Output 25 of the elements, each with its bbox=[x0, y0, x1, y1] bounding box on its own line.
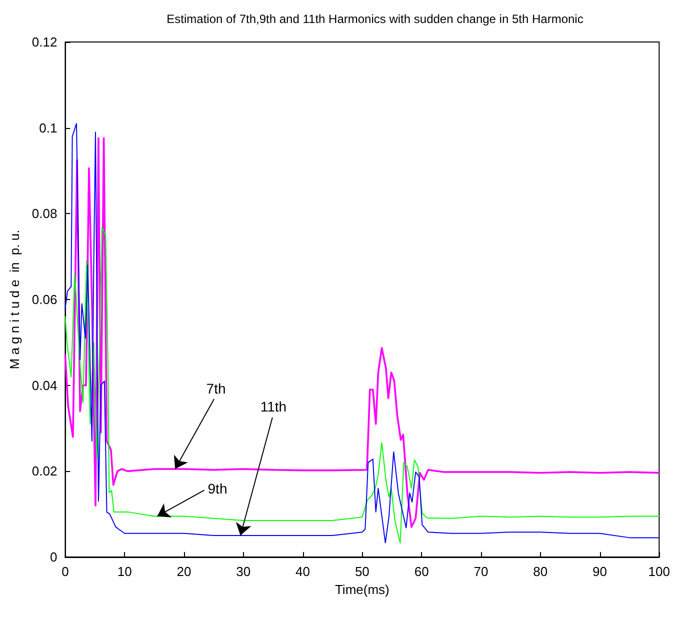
x-tick-label: 90 bbox=[592, 564, 607, 579]
annotation: 7th bbox=[206, 380, 226, 397]
y-tick-label: 0.02 bbox=[32, 464, 58, 479]
line-series bbox=[64, 226, 660, 544]
x-tick-label: 20 bbox=[176, 564, 192, 579]
x-tick-label: 100 bbox=[648, 564, 670, 579]
x-tick-label: 60 bbox=[414, 564, 429, 579]
x-tick-label: 10 bbox=[117, 564, 132, 579]
x-tick-label: 50 bbox=[354, 564, 370, 579]
x-tick-label: 40 bbox=[296, 564, 310, 579]
y-axis-title: M a g n i t u d e in p. u. bbox=[7, 230, 22, 370]
x-tick-label: 0 bbox=[62, 564, 69, 579]
y-tick-label: 0.08 bbox=[32, 206, 58, 222]
annotation: 11th bbox=[260, 398, 287, 415]
y-tick-label: 0.1 bbox=[39, 120, 58, 136]
y-tick-label: 0 bbox=[50, 550, 58, 564]
y-tick-label: 0.04 bbox=[32, 378, 58, 393]
chart-title: Estimation of 7th,9th and 11th Harmonics with sudden change in 5th Harmonic bbox=[166, 12, 584, 26]
y-tick-label: 0.06 bbox=[32, 292, 58, 307]
x-tick-label: 70 bbox=[474, 564, 488, 579]
x-tick-label: 30 bbox=[236, 564, 251, 579]
annotation: 9th bbox=[208, 480, 228, 496]
y-tick-label: 0.12 bbox=[32, 34, 58, 50]
x-tick-label: 80 bbox=[533, 564, 548, 579]
x-axis-title: Time(ms) bbox=[334, 582, 390, 597]
